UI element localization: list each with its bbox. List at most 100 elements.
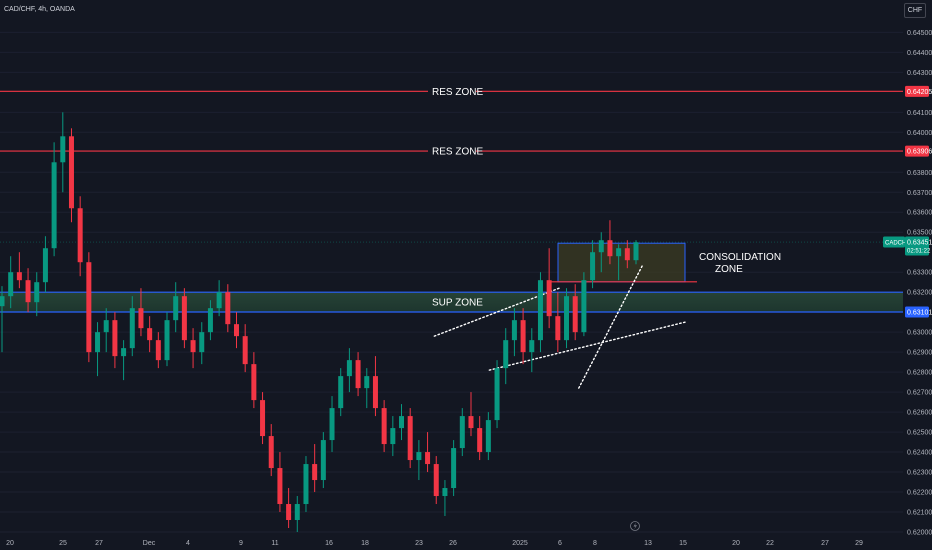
y-tick-label: 0.62000 (907, 530, 932, 537)
current-price-tag (905, 236, 929, 256)
price-tag-label: 0.63906 (907, 149, 932, 156)
candle-body (8, 272, 14, 297)
candle-body (355, 360, 361, 389)
symbol-label: CAD/CHF, 4h, OANDA (4, 6, 75, 13)
price-tag-2 (905, 145, 929, 157)
symbol-tag-label: CADCHF (885, 241, 910, 247)
candle-body (564, 296, 570, 341)
x-tick-label: 20 (732, 540, 740, 547)
price-tag-label: 0.64205 (907, 89, 932, 96)
x-tick-label: 15 (679, 540, 687, 547)
candle-body (312, 464, 318, 481)
candle-body (60, 136, 66, 163)
candle-body (147, 328, 153, 341)
candle-body (381, 408, 387, 445)
x-tick-label: 9 (239, 540, 243, 547)
candle-body (407, 416, 413, 461)
x-tick-label: 20 (6, 540, 14, 547)
candle-body (364, 376, 370, 389)
candle-body (25, 280, 31, 303)
candle-body (372, 376, 378, 409)
candle-body (95, 332, 101, 353)
candle-body (294, 504, 300, 521)
x-tick-label: Dec (143, 540, 156, 547)
candle-body (329, 408, 335, 441)
candle-body (303, 464, 309, 505)
candle-body (433, 464, 439, 497)
res-zone-label-1-bg (428, 84, 476, 98)
candle-body (121, 348, 127, 357)
candle-body (546, 280, 552, 317)
candle-body (633, 242, 639, 261)
candle-body (268, 436, 274, 469)
candle-body (338, 376, 344, 409)
y-tick-label: 0.63300 (907, 270, 932, 277)
candle-body (572, 296, 578, 333)
candle-body (155, 340, 161, 361)
candles (0, 112, 639, 532)
y-axis: 0.64500 0.64400 0.64300 0.64100 0.64000 0.638… (883, 30, 932, 537)
candle-body (581, 280, 587, 333)
candle-body (77, 208, 83, 263)
candle-body (103, 320, 109, 333)
candle-body (616, 248, 622, 257)
candle-body (425, 452, 431, 465)
y-tick-label: 0.64000 (907, 130, 932, 137)
x-tick-label: 27 (95, 540, 103, 547)
y-tick-label: 0.63000 (907, 330, 932, 337)
candle-body (390, 428, 396, 445)
price-tag-1 (905, 85, 929, 97)
y-tick-label: 0.62500 (907, 430, 932, 437)
x-axis: 20 25 27 Dec 4 9 11 16 18 23 26 2025 6 8 13 15 20 22 27 29 (6, 540, 863, 547)
candle-body (346, 360, 352, 377)
currency-selector[interactable]: CHF (904, 3, 926, 18)
x-tick-label: 13 (644, 540, 652, 547)
y-tick-label: 0.62800 (907, 370, 932, 377)
candle-body (468, 416, 474, 429)
candle-body (129, 308, 135, 349)
x-tick-label: 26 (449, 540, 457, 547)
symbol-tag (883, 236, 905, 248)
consolidation-box (557, 242, 686, 283)
candle-body (216, 292, 222, 309)
lightning-icon[interactable] (630, 521, 640, 531)
x-tick-label: 4 (186, 540, 190, 547)
candle-body (0, 296, 5, 307)
candle-body (207, 308, 213, 333)
candle-body (190, 340, 196, 353)
candle-body (86, 262, 92, 353)
candle-body (451, 448, 457, 489)
x-tick-label: 6 (558, 540, 562, 547)
candle-body (511, 320, 517, 341)
candle-body (494, 368, 500, 421)
x-tick-label: 18 (361, 540, 369, 547)
y-tick-label: 0.62300 (907, 470, 932, 477)
y-tick-label: 0.64500 (907, 30, 932, 37)
candle-body (16, 272, 22, 281)
x-tick-label: 8 (593, 540, 597, 547)
trendline-1 (578, 263, 644, 389)
candle-body (251, 364, 257, 401)
y-tick-label: 0.64400 (907, 50, 932, 57)
candle-body (181, 296, 187, 341)
x-tick-label: 29 (855, 540, 863, 547)
consolidation-label-line2: ZONE (715, 264, 743, 275)
countdown-label: 02:51:22 (907, 249, 931, 255)
consolidation-label-line1: CONSOLIDATION (699, 252, 781, 263)
x-tick-label: 25 (59, 540, 67, 547)
candle-body (199, 332, 205, 353)
y-tick-label: 0.64300 (907, 70, 932, 77)
candle-body (286, 504, 292, 521)
candle-body (320, 440, 326, 481)
res-zone-label-2-bg (428, 144, 476, 158)
candle-body (233, 324, 239, 337)
y-tick-label: 0.63600 (907, 210, 932, 217)
candle-body (399, 416, 405, 429)
x-tick-label: 11 (271, 540, 278, 547)
candle-body (34, 282, 40, 303)
candle-body (68, 136, 74, 209)
candle-body (42, 248, 48, 283)
